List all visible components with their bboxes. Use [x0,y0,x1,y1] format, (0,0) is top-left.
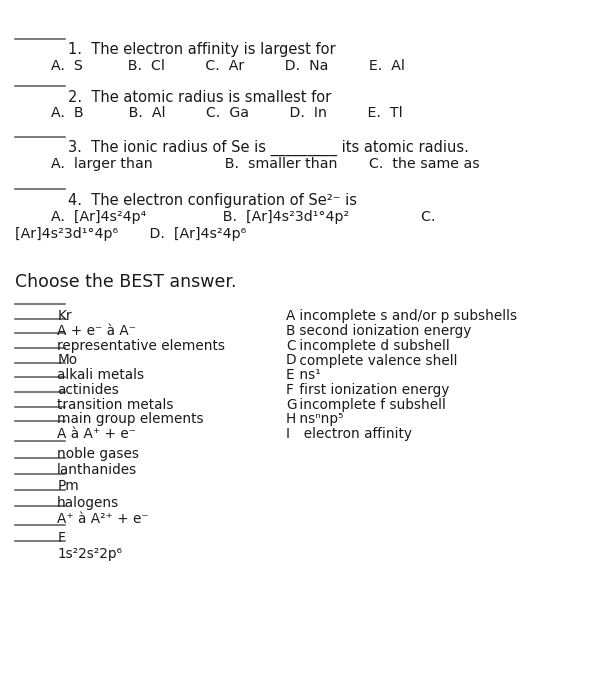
Text: Kr: Kr [57,309,72,323]
Text: E: E [286,368,294,382]
Text: incomplete f subshell: incomplete f subshell [295,398,446,412]
Text: 1s²2s²2p⁶: 1s²2s²2p⁶ [57,547,122,561]
Text: A + e⁻ à A⁻: A + e⁻ à A⁻ [57,324,136,338]
Text: F: F [286,383,294,397]
Text: Mo: Mo [57,354,77,368]
Text: electron affinity: electron affinity [295,427,412,441]
Text: second ionization energy: second ionization energy [295,324,471,338]
Text: A.  B          B.  Al         C.  Ga         D.  In         E.  Tl: A. B B. Al C. Ga D. In E. Tl [51,106,403,120]
Text: B: B [286,324,296,338]
Text: lanthanides: lanthanides [57,463,137,477]
Text: incomplete d subshell: incomplete d subshell [295,339,450,353]
Text: [Ar]4s²3d¹°4p⁶       D.  [Ar]4s²4p⁶: [Ar]4s²3d¹°4p⁶ D. [Ar]4s²4p⁶ [15,227,246,241]
Text: 3.  The ionic radius of Se is _________ its atomic radius.: 3. The ionic radius of Se is _________ i… [68,140,469,156]
Text: incomplete s and/or p subshells: incomplete s and/or p subshells [295,309,517,323]
Text: A⁺ à A²⁺ + e⁻: A⁺ à A²⁺ + e⁻ [57,512,149,526]
Text: D: D [286,354,296,368]
Text: I: I [286,427,290,441]
Text: Pm: Pm [57,480,79,494]
Text: A.  larger than                B.  smaller than       C.  the same as: A. larger than B. smaller than C. the sa… [51,157,480,171]
Text: halogens: halogens [57,496,119,510]
Text: ns¹: ns¹ [295,368,321,382]
Text: actinides: actinides [57,383,119,397]
Text: H: H [286,412,296,426]
Text: 4.  The electron configuration of Se²⁻ is: 4. The electron configuration of Se²⁻ is [68,193,357,207]
Text: F: F [57,531,65,545]
Text: noble gases: noble gases [57,447,139,461]
Text: A.  S          B.  Cl         C.  Ar         D.  Na         E.  Al: A. S B. Cl C. Ar D. Na E. Al [51,59,405,73]
Text: first ionization energy: first ionization energy [295,383,449,397]
Text: A.  [Ar]4s²4p⁴                 B.  [Ar]4s²3d¹°4p²                C.: A. [Ar]4s²4p⁴ B. [Ar]4s²3d¹°4p² C. [51,210,436,224]
Text: C: C [286,339,296,353]
Text: alkali metals: alkali metals [57,368,144,382]
Text: 1.  The electron affinity is largest for: 1. The electron affinity is largest for [68,42,336,57]
Text: A à A⁺ + e⁻: A à A⁺ + e⁻ [57,427,136,441]
Text: representative elements: representative elements [57,339,225,353]
Text: 2.  The atomic radius is smallest for: 2. The atomic radius is smallest for [68,90,331,104]
Text: nsⁿnp⁵: nsⁿnp⁵ [295,412,344,426]
Text: Choose the BEST answer.: Choose the BEST answer. [15,273,237,291]
Text: G: G [286,398,296,412]
Text: transition metals: transition metals [57,398,174,412]
Text: A: A [286,309,296,323]
Text: main group elements: main group elements [57,412,204,426]
Text: complete valence shell: complete valence shell [295,354,458,368]
